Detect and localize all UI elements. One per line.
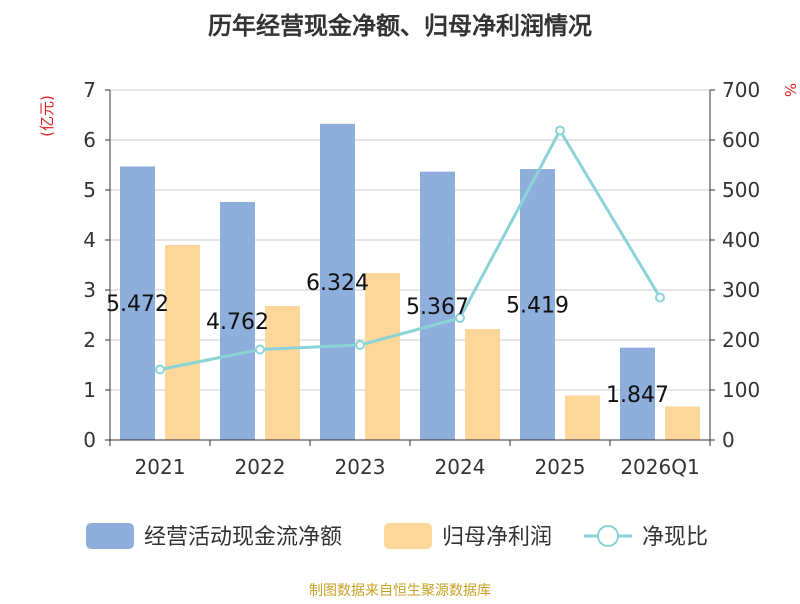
cashflow-bar bbox=[220, 201, 255, 440]
right-tick-label: 400 bbox=[722, 228, 760, 252]
axes: 0 0 1 100 2 200 3 300 4 400 5 500 6 600 7 700 2021 2022 20… bbox=[83, 78, 760, 479]
legend-swatch bbox=[384, 523, 432, 549]
cashflow-bar bbox=[520, 169, 555, 441]
left-tick-label: 3 bbox=[83, 278, 96, 302]
right-tick-label: 700 bbox=[722, 78, 760, 102]
cashflow-value-label: 5.472 bbox=[106, 292, 169, 317]
cashflow-value-label: 5.419 bbox=[506, 294, 569, 319]
x-tick-label: 2021 bbox=[135, 455, 186, 479]
cashflow-value-label: 4.762 bbox=[206, 310, 269, 335]
right-tick-label: 600 bbox=[722, 128, 760, 152]
left-tick-label: 1 bbox=[83, 378, 96, 402]
cashflow-value-label: 1.847 bbox=[606, 383, 669, 408]
legend-label: 经营活动现金流净额 bbox=[144, 525, 342, 550]
left-tick-label: 2 bbox=[83, 328, 96, 352]
cashflow-bar bbox=[120, 166, 155, 440]
legend-marker bbox=[597, 525, 619, 547]
legend-label: 归母净利润 bbox=[442, 525, 552, 550]
left-tick-label: 6 bbox=[83, 128, 96, 152]
right-tick-label: 100 bbox=[722, 378, 760, 402]
left-axis-unit: (亿元) bbox=[38, 95, 56, 137]
profit-bar bbox=[165, 245, 200, 440]
x-tick-label: 2025 bbox=[535, 455, 586, 479]
right-tick-label: 200 bbox=[722, 328, 760, 352]
legend: 经营活动现金流净额 归母净利润 净现比 bbox=[86, 523, 708, 550]
cashflow-value-label: 5.367 bbox=[406, 295, 469, 320]
right-axis-unit: % bbox=[781, 83, 799, 97]
legend-label: 净现比 bbox=[642, 525, 708, 550]
legend-swatch bbox=[86, 523, 134, 549]
ratio-point bbox=[155, 364, 165, 375]
x-tick-label: 2024 bbox=[435, 455, 486, 479]
bar-series bbox=[120, 123, 700, 441]
x-tick-label: 2023 bbox=[335, 455, 386, 479]
left-tick-label: 5 bbox=[83, 178, 96, 202]
profit-bar bbox=[565, 395, 600, 440]
x-tick-label: 2022 bbox=[235, 455, 286, 479]
profit-bar bbox=[365, 273, 400, 440]
cashflow-bar bbox=[620, 347, 655, 440]
ratio-point bbox=[255, 344, 265, 355]
right-tick-label: 500 bbox=[722, 178, 760, 202]
left-tick-label: 0 bbox=[83, 428, 96, 452]
source-note: 制图数据来自恒生聚源数据库 bbox=[309, 583, 491, 599]
data-labels: 5.472 4.762 6.324 5.367 5.419 1.847 bbox=[106, 271, 669, 408]
left-tick-label: 4 bbox=[83, 228, 96, 252]
cashflow-value-label: 6.324 bbox=[306, 271, 369, 296]
left-tick-label: 7 bbox=[83, 78, 96, 102]
chart-title: 历年经营现金净额、归母净利润情况 bbox=[208, 12, 592, 40]
profit-bar bbox=[665, 406, 700, 440]
line-series bbox=[155, 125, 665, 375]
gridlines bbox=[110, 89, 710, 391]
cashflow-bar bbox=[320, 123, 355, 441]
ratio-point bbox=[555, 125, 565, 136]
profit-bar bbox=[265, 306, 300, 440]
profit-bar bbox=[465, 329, 500, 440]
right-tick-label: 0 bbox=[722, 428, 735, 452]
right-tick-label: 300 bbox=[722, 278, 760, 302]
ratio-point bbox=[655, 292, 665, 303]
cashflow-bar bbox=[420, 171, 455, 440]
ratio-point bbox=[355, 340, 365, 350]
ratio-point bbox=[455, 313, 465, 323]
x-tick-label: 2026Q1 bbox=[620, 455, 699, 479]
ratio-line bbox=[159, 127, 662, 371]
